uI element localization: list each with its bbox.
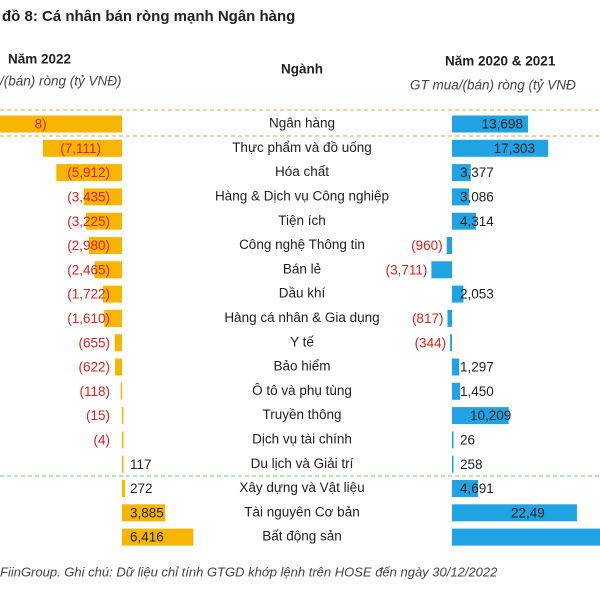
bar <box>452 358 460 376</box>
bar <box>104 309 122 327</box>
category-label: Y tế <box>290 334 314 349</box>
bar <box>452 455 454 473</box>
category-label: Ô tô và phụ tùng <box>252 383 352 398</box>
series-name: Năm 2022 <box>8 52 71 67</box>
bar <box>452 285 464 303</box>
value-label: (2,465) <box>67 262 110 277</box>
value-label: (2,980) <box>67 238 110 253</box>
bar <box>452 164 471 182</box>
bar <box>452 139 549 157</box>
bar <box>83 188 122 206</box>
category-label: Du lịch và Giải trí <box>251 456 354 471</box>
value-label: (3,435) <box>67 189 110 204</box>
value-label: (817) <box>412 311 444 326</box>
bar <box>94 261 122 279</box>
bar <box>431 261 452 279</box>
footnote: FiinGroup. Ghi chú: Dữ liệu chỉ tính GTG… <box>0 564 498 579</box>
value-label: 258 <box>460 457 483 472</box>
value-label: (344) <box>415 335 447 350</box>
bar <box>86 212 122 230</box>
value-label: 117 <box>130 457 152 472</box>
bar <box>121 407 124 425</box>
chart-title: đồ 8: Cá nhân bán ròng mạnh Ngân hàng <box>2 8 295 25</box>
bar <box>42 139 122 157</box>
value-label: 17,303 <box>494 141 535 156</box>
value-label: (960) <box>411 238 443 253</box>
value-label: 1,450 <box>460 384 494 399</box>
value-label: 22,49 <box>511 505 545 520</box>
value-label: 4,691 <box>460 481 494 496</box>
category-label: Bất động sản <box>262 529 342 544</box>
bar <box>452 382 461 400</box>
value-label: (3,225) <box>67 214 110 229</box>
value-label: 6,416 <box>130 530 164 545</box>
bar <box>446 237 452 254</box>
bar <box>452 115 529 133</box>
category-label: Tiện ích <box>278 213 326 228</box>
bar <box>115 358 122 376</box>
value-label: 26 <box>460 432 475 447</box>
axis-label: /(bán) ròng (tỷ VNĐ) <box>0 74 122 89</box>
series-name: Năm 2020 & 2021 <box>445 54 556 69</box>
category-label: Công nghệ Thông tin <box>239 237 365 252</box>
value-label: (15) <box>86 408 110 423</box>
value-label: (622) <box>78 360 110 375</box>
category-label: Hàng cá nhân & Gia dụng <box>224 310 379 325</box>
value-label: 2,053 <box>460 287 494 302</box>
bar <box>447 309 452 327</box>
value-label: 4,314 <box>460 214 494 229</box>
bar <box>121 431 124 449</box>
bar <box>122 504 166 522</box>
value-label: 13,698 <box>482 117 523 132</box>
category-label: Dầu khí <box>279 286 326 301</box>
category-header: Ngành <box>281 62 323 77</box>
category-label: Hóa chất <box>275 164 329 179</box>
category-label: Truyền thông <box>262 407 341 422</box>
bar <box>122 528 194 546</box>
category-label: Bán lẻ <box>283 261 321 276</box>
bar <box>452 407 509 425</box>
value-label: 1,297 <box>460 360 494 375</box>
bar <box>450 334 452 352</box>
value-label: 272 <box>130 481 153 496</box>
bar <box>56 164 122 182</box>
bar <box>452 212 476 230</box>
category-label: Ngân hàng <box>269 116 335 131</box>
bar <box>88 237 122 254</box>
bar <box>114 334 122 352</box>
category-label: Hàng & Dịch vụ Công nghiệp <box>215 188 389 203</box>
value-label: 3,086 <box>460 189 494 204</box>
value-label: 3,377 <box>460 165 494 180</box>
bar <box>120 382 123 400</box>
value-label: (4) <box>94 432 111 447</box>
bar <box>452 480 479 497</box>
category-label: Xây dựng và Vật liệu <box>239 480 364 495</box>
bar <box>122 455 124 473</box>
bar <box>452 528 600 546</box>
value-label: (655) <box>78 335 110 350</box>
value-label: (3,711) <box>386 262 428 277</box>
value-label: 10,209 <box>470 408 511 423</box>
value-label: (7,111) <box>60 141 101 156</box>
bar <box>122 480 126 497</box>
bar <box>0 115 122 133</box>
value-label: (1,722) <box>67 287 110 302</box>
bar <box>452 188 470 206</box>
value-label: 8) <box>35 117 47 132</box>
category-label: Bảo hiểm <box>273 359 330 374</box>
bar <box>452 431 454 449</box>
category-label: Thực phẩm và đồ uống <box>232 140 372 155</box>
value-label: (1,610) <box>67 311 110 326</box>
value-label: (5,912) <box>67 165 110 180</box>
value-label: 3,885 <box>130 505 164 520</box>
category-label: Dịch vụ tài chính <box>252 431 352 446</box>
axis-label: GT mua/(bán) ròng (tỷ VNĐ <box>410 78 576 93</box>
category-label: Tài nguyên Cơ bản <box>244 504 359 519</box>
value-label: (118) <box>79 384 110 399</box>
bar <box>102 285 122 303</box>
bar <box>452 504 577 522</box>
